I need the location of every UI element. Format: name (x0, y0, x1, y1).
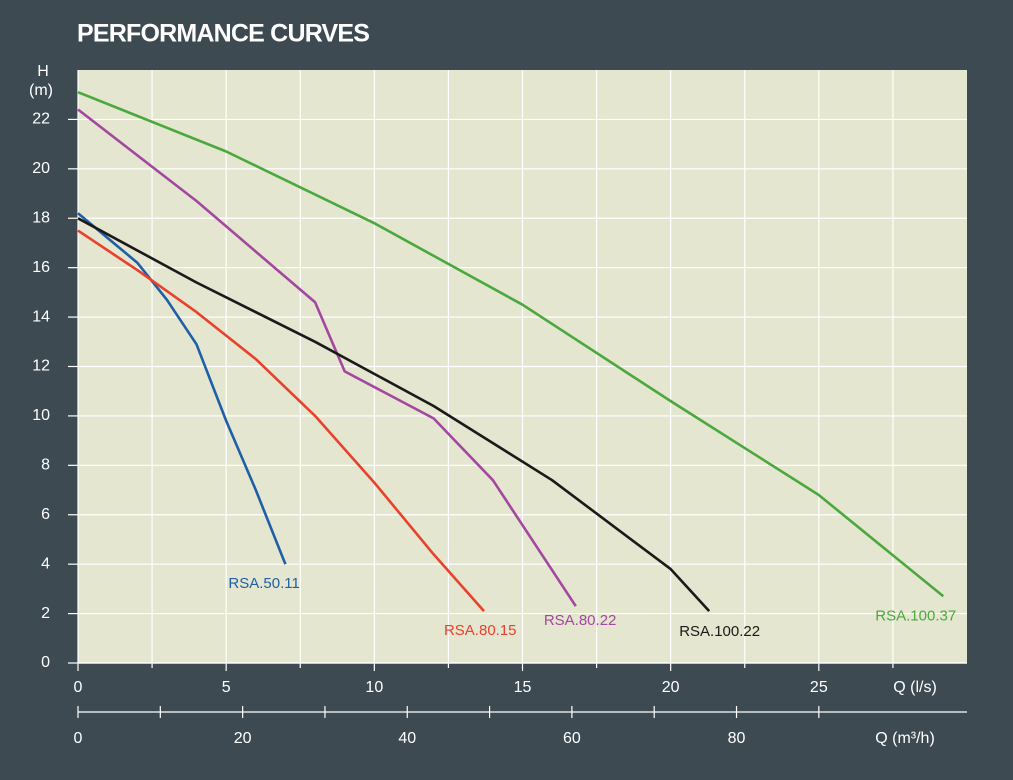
y-tick-label: 12 (32, 358, 50, 375)
x2-tick-label: 60 (563, 730, 581, 747)
x-tick-label: 0 (74, 679, 83, 696)
series-line (77, 229, 485, 612)
x2-tick-label: 80 (728, 730, 746, 747)
chart-title: PERFORMANCE CURVES (77, 20, 369, 48)
series-label: RSA.100.37 (875, 607, 956, 624)
y-tick-label: 0 (41, 654, 50, 671)
series-line (77, 90, 945, 598)
y-tick-label: 2 (41, 605, 50, 622)
series-label: RSA.50.11 (228, 575, 299, 592)
series-label: RSA.100.22 (679, 623, 760, 640)
x2-tick-label: 40 (398, 730, 416, 747)
x2-tick-label: 0 (74, 730, 83, 747)
y-tick-label: 6 (41, 506, 50, 523)
y-axis-label: H (37, 63, 49, 80)
series-line (77, 212, 287, 565)
x-tick-label: 5 (222, 679, 231, 696)
series-label: RSA.80.22 (544, 612, 617, 629)
y-tick-label: 10 (32, 407, 50, 424)
x2-tick-label: 20 (234, 730, 252, 747)
y-axis-unit: (m) (29, 82, 53, 99)
x-axis-label: Q (l/s) (893, 679, 937, 696)
x-tick-label: 10 (365, 679, 383, 696)
y-tick-label: 22 (32, 111, 50, 128)
series-label: RSA.80.15 (444, 622, 517, 639)
x-tick-label: 25 (810, 679, 828, 696)
y-tick-label: 14 (32, 308, 50, 325)
y-tick-label: 18 (32, 209, 50, 226)
y-tick-label: 16 (32, 259, 50, 276)
x-tick-label: 20 (662, 679, 680, 696)
y-tick-label: 8 (41, 457, 50, 474)
series-line (77, 217, 711, 612)
x-tick-label: 15 (514, 679, 532, 696)
y-tick-label: 20 (32, 160, 50, 177)
x2-axis-label: Q (m³/h) (875, 730, 935, 747)
y-tick-label: 4 (41, 555, 50, 572)
series-line (77, 108, 577, 607)
